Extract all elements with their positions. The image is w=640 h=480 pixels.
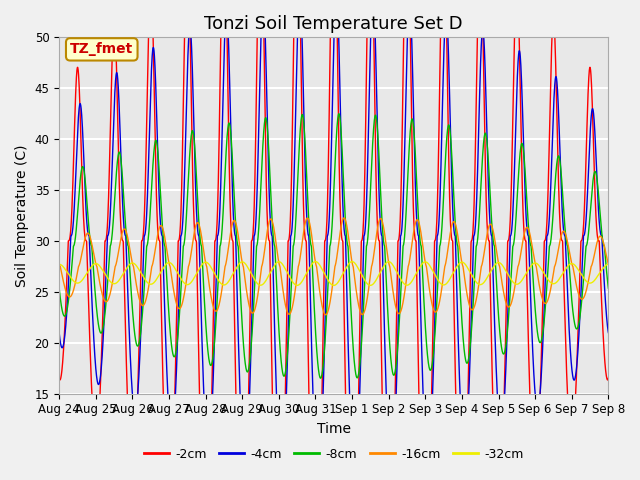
-2cm (290, 46, 298, 52)
-4cm (314, 478, 322, 480)
-16cm (55, 261, 63, 267)
-16cm (150, 252, 158, 258)
-8cm (317, 375, 324, 381)
-2cm (150, 98, 158, 104)
-32cm (535, 263, 543, 268)
-4cm (605, 330, 612, 336)
-4cm (535, 402, 543, 408)
Line: -8cm: -8cm (59, 114, 609, 378)
-2cm (266, 242, 273, 248)
-4cm (150, 53, 158, 59)
-4cm (290, 192, 298, 197)
-2cm (605, 375, 612, 381)
-16cm (266, 217, 273, 223)
-8cm (335, 111, 342, 117)
Y-axis label: Soil Temperature (C): Soil Temperature (C) (15, 144, 29, 287)
-4cm (118, 180, 125, 185)
-32cm (290, 280, 298, 286)
-32cm (55, 262, 63, 267)
-4cm (594, 197, 602, 203)
-16cm (594, 237, 602, 242)
-8cm (594, 185, 602, 191)
Title: Tonzi Soil Temperature Set D: Tonzi Soil Temperature Set D (204, 15, 463, 33)
-8cm (118, 166, 125, 171)
Text: TZ_fmet: TZ_fmet (70, 42, 133, 56)
-8cm (266, 168, 273, 174)
-4cm (266, 206, 273, 212)
Line: -4cm: -4cm (59, 0, 609, 480)
-2cm (55, 375, 63, 381)
-8cm (55, 285, 63, 291)
-2cm (118, 235, 125, 240)
Line: -32cm: -32cm (59, 262, 609, 286)
-32cm (118, 273, 125, 279)
-16cm (322, 312, 330, 318)
-32cm (330, 283, 337, 288)
-16cm (605, 261, 612, 267)
-8cm (605, 285, 612, 291)
-32cm (150, 279, 158, 285)
Legend: -2cm, -4cm, -8cm, -16cm, -32cm: -2cm, -4cm, -8cm, -16cm, -32cm (139, 443, 529, 466)
-32cm (605, 262, 612, 267)
-32cm (312, 259, 319, 264)
-32cm (266, 271, 273, 276)
Line: -2cm: -2cm (59, 0, 609, 480)
-16cm (118, 231, 125, 237)
-4cm (55, 330, 63, 336)
-16cm (290, 298, 298, 304)
Line: -16cm: -16cm (59, 218, 609, 315)
-16cm (535, 279, 543, 285)
-8cm (535, 337, 543, 343)
-16cm (340, 215, 348, 221)
-32cm (594, 273, 602, 278)
X-axis label: Time: Time (317, 422, 351, 436)
-8cm (290, 242, 298, 248)
-2cm (594, 236, 602, 242)
-2cm (535, 433, 543, 439)
-8cm (150, 144, 158, 150)
